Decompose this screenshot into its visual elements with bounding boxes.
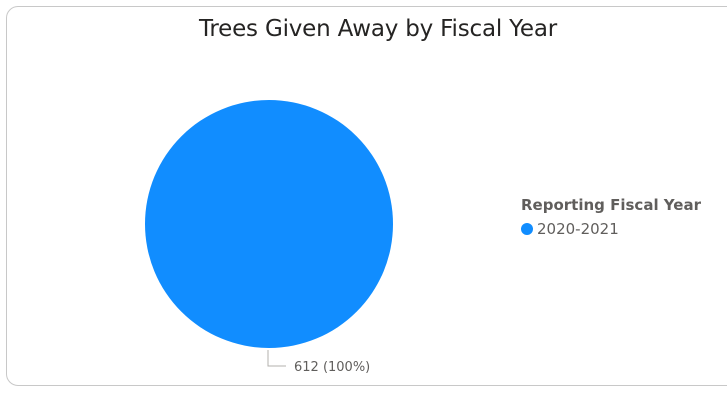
- data-label-leader-line: [267, 350, 286, 367]
- legend-items: 2020-2021: [521, 220, 701, 238]
- pie-labels: 612 (100%): [267, 350, 370, 375]
- legend: Reporting Fiscal Year 2020-2021: [521, 196, 701, 238]
- legend-item[interactable]: 2020-2021: [521, 220, 701, 238]
- legend-title: Reporting Fiscal Year: [521, 196, 701, 214]
- pie-slices: [145, 100, 393, 348]
- legend-marker-icon: [521, 223, 533, 235]
- pie-slice-2020-2021[interactable]: [145, 100, 393, 348]
- legend-item-label: 2020-2021: [537, 220, 619, 238]
- data-label: 612 (100%): [294, 360, 370, 375]
- chart-title: Trees Given Away by Fiscal Year: [198, 16, 558, 42]
